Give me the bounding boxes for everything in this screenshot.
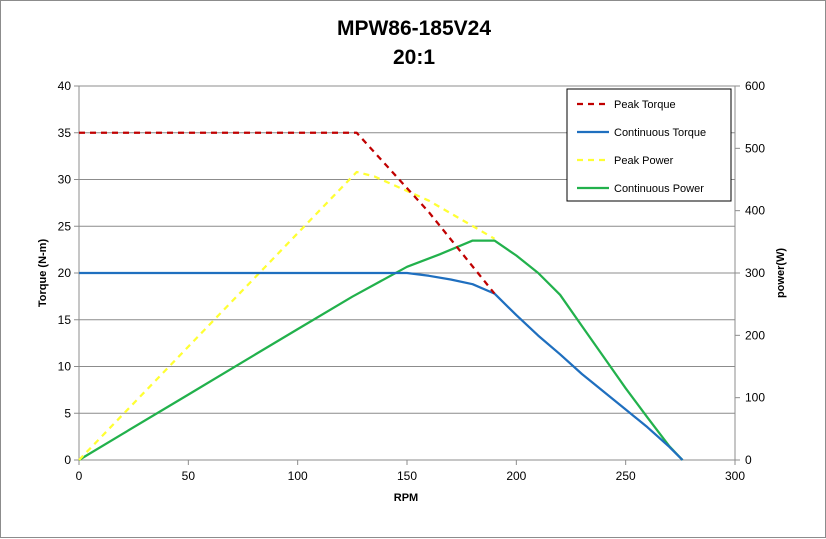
y-tick-label: 20 (58, 266, 72, 280)
y2-tick-label: 0 (745, 453, 752, 467)
y2-tick-label: 200 (745, 328, 765, 342)
y-tick-label: 30 (58, 173, 72, 187)
y2-tick-label: 100 (745, 391, 765, 405)
x-tick-label: 100 (288, 469, 308, 483)
series-line-continuous-power (78, 239, 684, 461)
y-tick-label: 15 (58, 313, 72, 327)
chart-title: MPW86-185V24 (337, 17, 491, 40)
y2-tick-label: 300 (745, 266, 765, 280)
y-tick-label: 5 (64, 406, 71, 420)
y2-tick-label: 600 (745, 79, 765, 93)
x-axis-title: RPM (394, 492, 418, 504)
legend: Peak Torque Continuous Torque Peak Power Co… (566, 88, 732, 202)
legend-label: Peak Power (614, 155, 674, 167)
y-tick-label: 25 (58, 219, 72, 233)
y-tick-label: 0 (64, 453, 71, 467)
series-line-peak-torque (79, 131, 496, 295)
series-layer (78, 131, 684, 461)
y-tick-label: 40 (58, 79, 72, 93)
legend-label: Peak Torque (614, 99, 676, 111)
y2-tick-label: 500 (745, 141, 765, 155)
x-tick-label: 50 (182, 469, 196, 483)
x-tick-label: 250 (616, 469, 636, 483)
y2-tick-label: 400 (745, 204, 765, 218)
chart-subtitle: 20:1 (393, 46, 435, 69)
legend-box (566, 88, 732, 202)
y-tick-label: 35 (58, 126, 72, 140)
y2-axis-title: power(W) (775, 248, 787, 298)
x-tick-label: 150 (397, 469, 417, 483)
x-tick-label: 0 (76, 469, 83, 483)
legend-label: Continuous Power (614, 183, 704, 195)
x-tick-label: 200 (506, 469, 526, 483)
series-line-peak-power (78, 170, 496, 461)
x-tick-label: 300 (725, 469, 745, 483)
y-tick-label: 10 (58, 360, 72, 374)
series-line-continuous-torque (79, 271, 684, 461)
legend-label: Continuous Torque (614, 127, 706, 139)
y-axis-title: Torque (N-m) (37, 239, 49, 308)
